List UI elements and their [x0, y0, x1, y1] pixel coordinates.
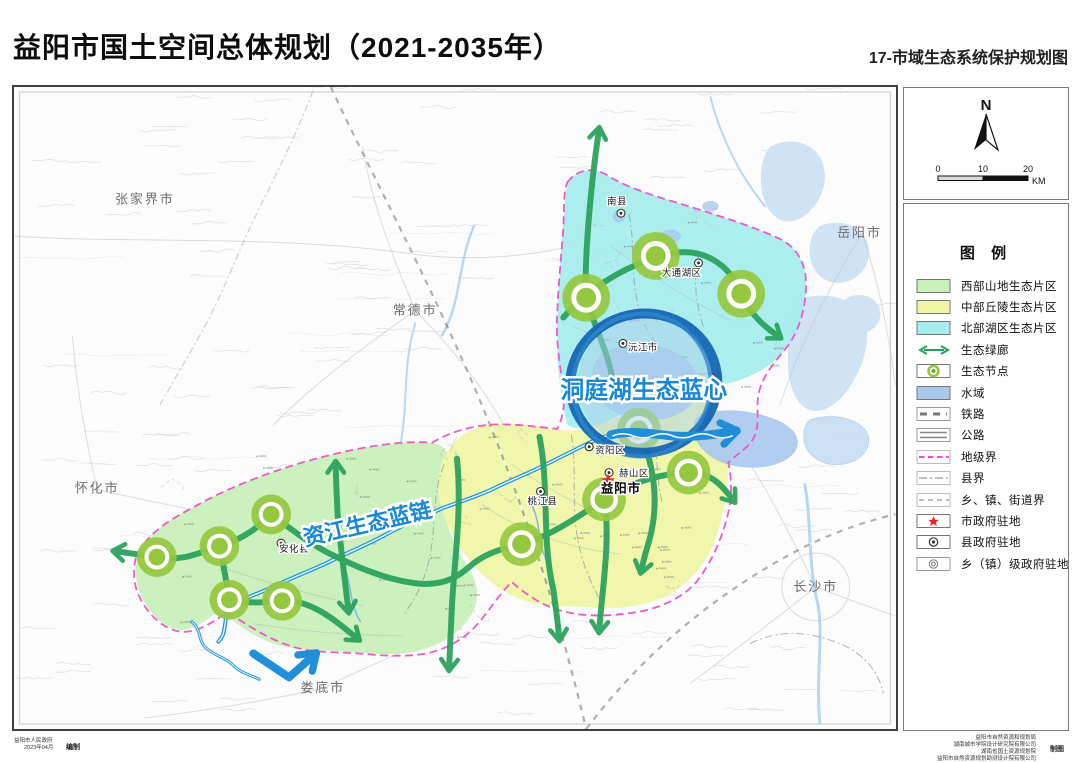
footer-left-role: 编制 [66, 744, 80, 751]
label-yueyang: 岳阳市 [837, 225, 882, 240]
legend-panel: 图 例 西部山地生态片区 中部丘陵生态片区 北部湖区生态片区 生态绿廊 [903, 203, 1069, 731]
neighbor-boundary-line [159, 90, 314, 406]
footer-date: 2023年04月 [24, 745, 54, 752]
label-zhangjiajie: 张家界市 [115, 191, 175, 206]
admin-labels: 南县 大通湖区 沅江市 资阳区 赫山区 桃江县 安化县 益阳市 [276, 194, 704, 556]
eco-node [136, 537, 177, 577]
swatch-central-zone [916, 300, 951, 315]
legend-item-road: 公路 [904, 425, 1068, 446]
label-yiyang-city: 益阳市 [601, 480, 641, 495]
footer-agency-3: 湖南省国土资源规划院 [980, 749, 1036, 756]
label-taojiang: 桃江县 [528, 495, 558, 507]
label-datonghu: 大通湖区 [662, 267, 702, 279]
footer-government: 益阳市人民政府 [14, 738, 53, 744]
scale-tick-20: 20 [1023, 164, 1033, 174]
town-seat-icon [916, 556, 951, 571]
scale-tick-10: 10 [978, 164, 988, 174]
legend-item-town-boundary: 乡、镇、街道界 [904, 489, 1068, 510]
label-heshan: 赫山区 [619, 469, 649, 480]
legend-item-town-seat: 乡（镇）级政府驻地 [904, 553, 1069, 574]
town-boundary-icon [916, 492, 951, 507]
legend-item-railway: 铁路 [904, 403, 1068, 424]
swatch-west-zone [916, 278, 951, 293]
background-roads [14, 146, 896, 719]
legend-item-north-zone: 北部湖区生态片区 [904, 318, 1068, 339]
footer-right-role: 制图 [1050, 746, 1064, 753]
page-subtitle: 17-市域生态系统保护规划图 [868, 50, 1068, 67]
southwest-river-arrow [190, 620, 321, 682]
swatch-north-zone [916, 321, 951, 336]
neighbor-labels: 张家界市 常德市 岳阳市 怀化市 娄底市 长沙市 [75, 191, 882, 695]
footer-agency-2: 湖南城市学院设计研究院有限公司 [953, 742, 1036, 749]
eco-node [666, 450, 711, 495]
corridor-arrow-icon [917, 344, 951, 355]
background-water [399, 95, 881, 725]
eco-node-icon [916, 364, 951, 379]
legend-item-central-zone: 中部丘陵生态片区 [904, 296, 1068, 317]
legend-item-corridor: 生态绿廊 [904, 339, 1068, 360]
prefecture-boundary [133, 169, 807, 657]
footer-right-credits: 益阳市自然资源和规划局 湖南城市学院设计研究院有限公司 湖南省国土资源规划院 益… [937, 735, 1036, 763]
annotation-blue-heart: 洞庭湖生态蓝心 [560, 376, 727, 404]
eco-node [251, 494, 292, 535]
county-seat-icon [916, 535, 951, 550]
city-seat-star-icon [916, 513, 951, 528]
north-label: N [981, 97, 992, 114]
label-yuanjiang: 沅江市 [628, 341, 658, 353]
eco-node [499, 522, 544, 567]
inner-neatline [19, 91, 891, 725]
legend-item-node: 生态节点 [904, 361, 1068, 382]
blue-chain-east [606, 419, 741, 448]
legend-item-west-zone: 西部山地生态片区 [904, 275, 1068, 296]
north-arrow-icon [974, 113, 1000, 152]
legend-item-city-seat: 市政府驻地 [904, 510, 1068, 531]
label-nanxian: 南县 [607, 195, 627, 207]
eco-node [717, 269, 766, 318]
city-seat-star [601, 473, 615, 487]
footer-agency-4: 益阳市自然资源规划勘测设计院有限公司 [936, 756, 1036, 763]
eco-node [582, 477, 626, 522]
legend-item-prefecture-boundary: 地级界 [904, 446, 1068, 467]
scale-bar: 0 10 20 KM [935, 164, 1045, 186]
map-canvas: 张家界市 常德市 岳阳市 怀化市 娄底市 长沙市 南县 [12, 85, 898, 731]
footer-left-credits: 益阳市人民政府 2023年04月 [14, 738, 53, 753]
legend-item-county-boundary: 县界 [904, 468, 1068, 489]
label-changde: 常德市 [393, 303, 438, 318]
page-title: 益阳市国土空间总体规划（2021-2035年） [13, 32, 562, 63]
eco-node [199, 526, 240, 567]
prefecture-boundary-icon [916, 449, 951, 464]
railway-line-icon [916, 407, 951, 422]
blue-heart-circle [565, 308, 723, 459]
eco-node [262, 580, 302, 621]
eco-node [631, 232, 680, 280]
map-svg: 张家界市 常德市 岳阳市 怀化市 娄底市 长沙市 南县 [14, 87, 896, 729]
county-seat-marker [276, 208, 704, 548]
north-scale-svg: N 0 10 20 KM [935, 97, 1045, 186]
label-huaihua: 怀化市 [75, 480, 120, 495]
road-line-icon [916, 428, 951, 443]
legend-item-county-seat: 县政府驻地 [904, 532, 1068, 553]
north-scale-panel: N 0 10 20 KM [903, 87, 1069, 200]
scale-unit: KM [1032, 176, 1046, 186]
footer-agency-1: 益阳市自然资源和规划局 [975, 735, 1036, 741]
legend-title: 图 例 [959, 245, 1013, 262]
label-ziyang: 资阳区 [595, 446, 625, 457]
scale-tick-0: 0 [935, 164, 940, 174]
swatch-water [916, 385, 951, 400]
label-changsha: 长沙市 [793, 579, 838, 594]
county-boundary-icon [916, 471, 951, 486]
legend-item-water: 水域 [904, 382, 1068, 403]
label-loudi: 娄底市 [300, 680, 345, 695]
eco-node [209, 579, 250, 620]
label-anhua: 安化县 [279, 543, 309, 555]
eco-node [562, 273, 611, 322]
